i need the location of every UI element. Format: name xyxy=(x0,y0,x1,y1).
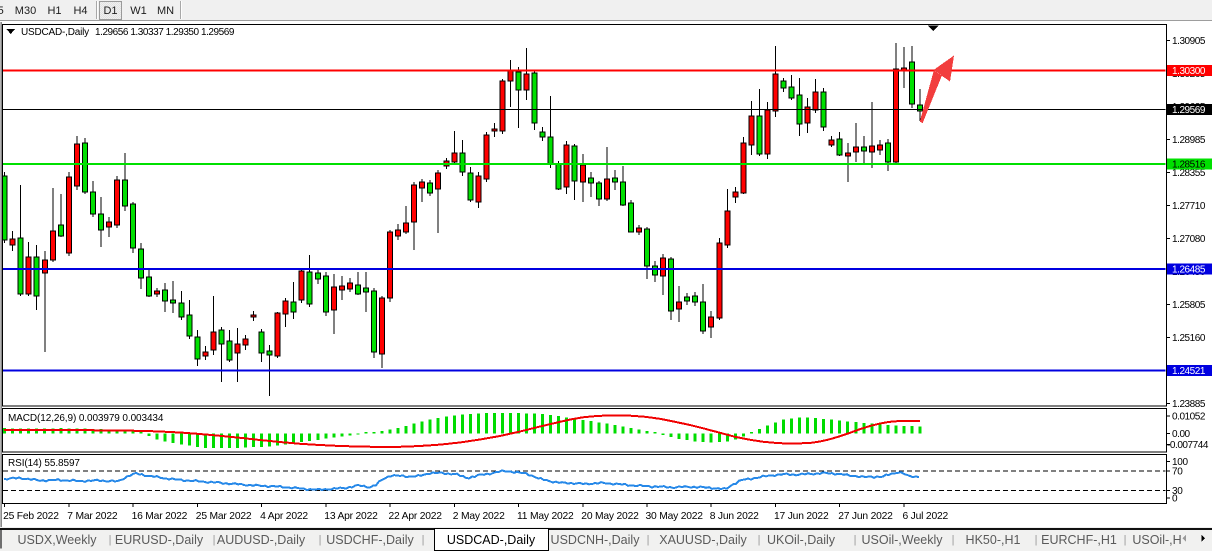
svg-text:27 Jun 2022: 27 Jun 2022 xyxy=(838,511,893,522)
svg-text:1.30300: 1.30300 xyxy=(1172,66,1206,77)
svg-text:HK50-,H1: HK50-,H1 xyxy=(966,533,1021,547)
svg-text:1.27710: 1.27710 xyxy=(1172,201,1206,212)
svg-text:|: | xyxy=(213,534,216,546)
svg-text:1.28516: 1.28516 xyxy=(1172,159,1206,170)
svg-text:H4: H4 xyxy=(73,5,87,17)
svg-text:25 Mar 2022: 25 Mar 2022 xyxy=(196,511,252,522)
svg-text:25 Feb 2022: 25 Feb 2022 xyxy=(3,511,59,522)
svg-text:11 May 2022: 11 May 2022 xyxy=(517,511,574,522)
svg-text:30 May 2022: 30 May 2022 xyxy=(646,511,704,522)
svg-text:D1: D1 xyxy=(103,5,117,17)
svg-text:0: 0 xyxy=(1172,493,1178,504)
svg-text:XAUUSD-,Daily: XAUUSD-,Daily xyxy=(659,533,747,547)
svg-text:30: 30 xyxy=(1172,486,1183,497)
svg-text:100: 100 xyxy=(1172,457,1189,468)
svg-text:EURUSD-,Daily: EURUSD-,Daily xyxy=(115,533,204,547)
svg-text:RSI(14) 55.8597: RSI(14) 55.8597 xyxy=(8,458,80,469)
svg-text:1.26485: 1.26485 xyxy=(1172,264,1206,275)
svg-text:M30: M30 xyxy=(15,5,36,17)
svg-text:MACD(12,26,9) 0.003979 0.00343: MACD(12,26,9) 0.003979 0.003434 xyxy=(8,413,164,424)
svg-text:4 Apr 2022: 4 Apr 2022 xyxy=(260,511,308,522)
svg-text:8 Jun 2022: 8 Jun 2022 xyxy=(710,511,759,522)
svg-text:M15: M15 xyxy=(0,5,4,17)
svg-text:0.00: 0.00 xyxy=(1172,429,1191,440)
svg-text:-0.007744: -0.007744 xyxy=(1167,440,1209,451)
svg-text:MN: MN xyxy=(157,5,174,17)
svg-text:|: | xyxy=(1124,534,1127,546)
svg-text:1.29656 1.30337 1.29350 1.2956: 1.29656 1.30337 1.29350 1.29569 xyxy=(95,27,235,38)
svg-text:USDX,Weekly: USDX,Weekly xyxy=(18,533,98,547)
svg-text:1.29569: 1.29569 xyxy=(1172,105,1206,116)
svg-text:AUDUSD-,Daily: AUDUSD-,Daily xyxy=(217,533,306,547)
svg-text:|: | xyxy=(422,534,425,546)
svg-text:1.25805: 1.25805 xyxy=(1172,300,1206,311)
svg-text:|: | xyxy=(758,534,761,546)
svg-text:|: | xyxy=(109,534,112,546)
svg-text:USDCAD-,Daily: USDCAD-,Daily xyxy=(447,533,536,547)
svg-text:USOil-,H: USOil-,H xyxy=(1132,533,1181,547)
svg-text:W1: W1 xyxy=(130,5,147,17)
svg-text:2 May 2022: 2 May 2022 xyxy=(453,511,505,522)
svg-text:USDCHF-,Daily: USDCHF-,Daily xyxy=(326,533,414,547)
svg-text:70: 70 xyxy=(1172,466,1183,477)
svg-text:USDCNH-,Daily: USDCNH-,Daily xyxy=(551,533,641,547)
svg-text:1.30905: 1.30905 xyxy=(1172,36,1206,47)
svg-text:UKOil-,Daily: UKOil-,Daily xyxy=(767,533,836,547)
svg-text:7 Mar 2022: 7 Mar 2022 xyxy=(67,511,118,522)
svg-text:1.28355: 1.28355 xyxy=(1172,168,1206,179)
svg-text:|: | xyxy=(1035,534,1038,546)
svg-text:1.28985: 1.28985 xyxy=(1172,135,1206,146)
svg-text:17 Jun 2022: 17 Jun 2022 xyxy=(774,511,829,522)
svg-text:13 Apr 2022: 13 Apr 2022 xyxy=(324,511,378,522)
svg-text:USOil-,Weekly: USOil-,Weekly xyxy=(861,533,943,547)
svg-text:|: | xyxy=(854,534,857,546)
svg-text:0.01052: 0.01052 xyxy=(1172,412,1206,423)
svg-text:|: | xyxy=(647,534,650,546)
svg-text:|: | xyxy=(952,534,955,546)
svg-text:H1: H1 xyxy=(47,5,61,17)
svg-text:20 May 2022: 20 May 2022 xyxy=(581,511,639,522)
svg-text:1.24521: 1.24521 xyxy=(1172,366,1206,377)
svg-text:1.23885: 1.23885 xyxy=(1172,399,1206,410)
svg-text:1.27080: 1.27080 xyxy=(1172,234,1206,245)
svg-text:16 Mar 2022: 16 Mar 2022 xyxy=(132,511,188,522)
svg-text:USDCAD-,Daily: USDCAD-,Daily xyxy=(21,27,89,38)
svg-text:22 Apr 2022: 22 Apr 2022 xyxy=(389,511,443,522)
svg-text:EURCHF-,H1: EURCHF-,H1 xyxy=(1041,533,1117,547)
svg-text:|: | xyxy=(319,534,322,546)
svg-text:6 Jul 2022: 6 Jul 2022 xyxy=(903,511,949,522)
svg-text:1.25160: 1.25160 xyxy=(1172,333,1206,344)
